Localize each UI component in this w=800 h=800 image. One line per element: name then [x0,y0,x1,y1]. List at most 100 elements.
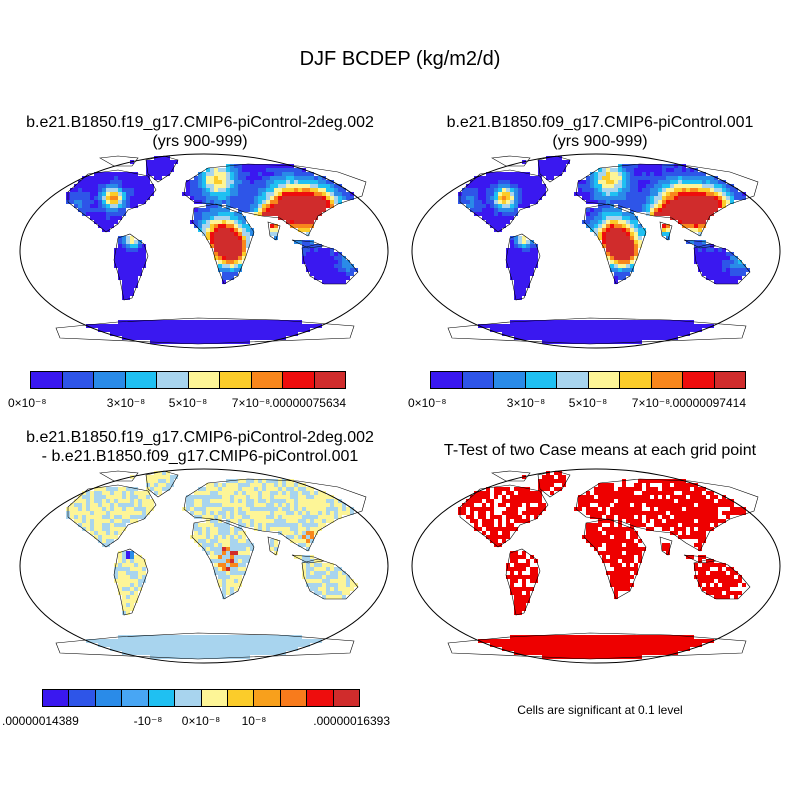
grid-cell [298,196,302,200]
grid-cell [130,579,134,583]
grid-cell [622,164,626,168]
grid-cell [614,220,618,224]
grid-cell [654,527,658,531]
grid-cell [322,571,326,575]
grid-cell [622,519,626,523]
grid-cell [126,280,130,284]
grid-cell [90,519,94,523]
grid-cell [478,188,482,192]
grid-cell [198,647,202,651]
grid-cell [654,507,658,511]
grid-cell [706,200,710,204]
grid-cell [502,172,506,176]
grid-cell [690,192,694,196]
grid-cell [298,483,302,487]
grid-cell [94,499,98,503]
grid-cell [598,184,602,188]
grid-cell [610,244,614,248]
grid-cell [602,240,606,244]
grid-cell [130,499,134,503]
grid-cell [262,192,266,196]
grid-cell [502,507,506,511]
grid-cell [494,204,498,208]
grid-cell [694,204,698,208]
grid-cell [102,515,106,519]
grid-cell [642,200,646,204]
grid-cell [242,519,246,523]
grid-cell [626,228,630,232]
grid-cell [98,499,102,503]
grid-cell [474,188,478,192]
grid-cell [350,196,354,200]
grid-cell [262,332,266,336]
grid-cell [114,192,118,196]
grid-cell [82,204,86,208]
grid-cell [206,320,210,324]
grid-cell [278,192,282,196]
grid-cell [126,551,130,555]
grid-cell [126,603,130,607]
grid-cell [214,172,218,176]
grid-cell [150,168,154,172]
grid-cell [198,208,202,212]
grid-cell [262,527,266,531]
grid-cell [274,515,278,519]
grid-cell [118,487,122,491]
grid-cell [510,276,514,280]
grid-cell [722,511,726,515]
grid-cell [130,571,134,575]
grid-cell [78,507,82,511]
grid-cell [662,212,666,216]
colorbar-2 [430,371,746,389]
grid-cell [634,324,638,328]
grid-cell [258,336,262,340]
grid-cell [290,212,294,216]
grid-cell [622,328,626,332]
grid-cell [102,531,106,535]
grid-cell [638,200,642,204]
grid-cell [330,495,334,499]
grid-cell [622,527,626,531]
grid-cell [182,655,186,659]
grid-cell [90,531,94,535]
grid-cell [122,511,126,515]
grid-cell [522,256,526,260]
grid-cell [122,332,126,336]
grid-cell [498,511,502,515]
grid-cell [474,495,478,499]
grid-cell [610,192,614,196]
grid-cell [134,635,138,639]
grid-cell [274,639,278,643]
grid-cell [130,635,134,639]
grid-cell [506,208,510,212]
grid-cell [646,168,650,172]
grid-cell [514,292,518,296]
grid-cell [626,479,630,483]
grid-cell [198,224,202,228]
grid-cell [94,487,98,491]
grid-cell [122,264,126,268]
grid-cell [286,332,290,336]
grid-cell [474,196,478,200]
grid-cell [162,332,166,336]
grid-cell [650,523,654,527]
grid-cell [198,523,202,527]
grid-cell [530,332,534,336]
grid-cell [306,268,310,272]
grid-cell [286,320,290,324]
grid-cell [674,180,678,184]
grid-cell [546,164,550,168]
grid-cell [482,180,486,184]
grid-cell [210,200,214,204]
grid-cell [678,499,682,503]
grid-cell [710,260,714,264]
grid-cell [490,515,494,519]
grid-cell [178,320,182,324]
grid-cell [214,332,218,336]
grid-cell [686,483,690,487]
grid-cell [634,483,638,487]
grid-cell [142,260,146,264]
grid-cell [510,487,514,491]
grid-cell [202,531,206,535]
grid-cell [614,571,618,575]
